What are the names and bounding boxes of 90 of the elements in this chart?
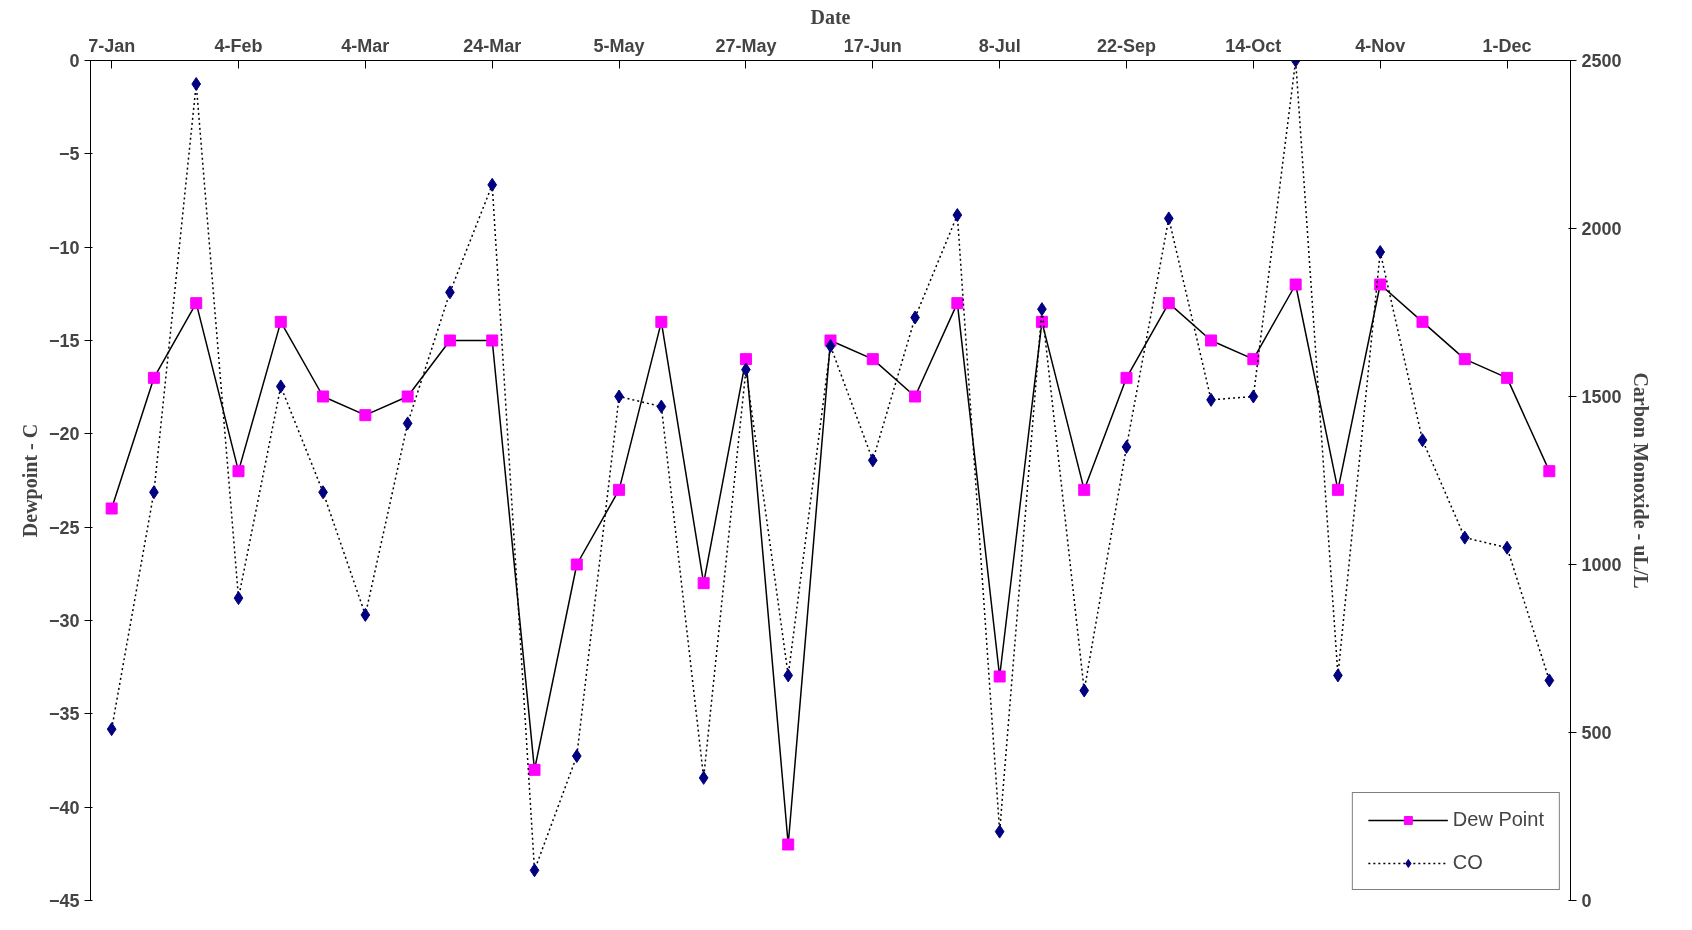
point	[232, 465, 245, 478]
point	[1416, 315, 1429, 328]
point	[1544, 673, 1555, 688]
legend-label: Dew Point	[1452, 808, 1544, 831]
point	[867, 453, 878, 468]
legend-label: CO	[1452, 851, 1483, 874]
point	[570, 558, 583, 571]
point	[401, 390, 414, 403]
point	[739, 353, 752, 366]
x-tick-label: 4-Feb	[214, 35, 263, 56]
point	[1501, 371, 1514, 384]
x-tick-label: 17-Jun	[843, 35, 902, 56]
point	[274, 315, 287, 328]
point	[1417, 433, 1428, 448]
point	[782, 838, 795, 851]
y-tick-label: −35	[48, 704, 80, 725]
point	[613, 483, 626, 496]
point	[783, 668, 794, 683]
y-tick-label: −40	[48, 797, 80, 818]
point	[359, 409, 372, 422]
point	[656, 399, 667, 414]
x-tick-label: 8-Jul	[978, 35, 1021, 56]
y2-tick-label: 1500	[1581, 387, 1622, 407]
point	[317, 390, 330, 403]
point	[486, 334, 499, 347]
y2-tick-label: 0	[1581, 891, 1592, 911]
point	[528, 763, 541, 776]
y-tick-label: 0	[69, 51, 80, 71]
point	[1163, 211, 1174, 226]
y2-axis-title: Carbon Monoxide - uL/L	[1629, 372, 1652, 589]
point	[106, 722, 117, 737]
point	[1543, 465, 1556, 478]
point	[1078, 483, 1091, 496]
point	[147, 371, 160, 384]
point	[909, 390, 922, 403]
point	[698, 770, 709, 785]
point	[1120, 371, 1133, 384]
x-tick-label: 4-Nov	[1355, 35, 1406, 56]
point	[951, 297, 964, 310]
y-tick-label: −45	[48, 891, 80, 911]
x-tick-label: 7-Jan	[88, 35, 136, 56]
point	[571, 749, 582, 764]
point	[1331, 483, 1344, 496]
point	[233, 591, 244, 606]
y2-tick-label: 1000	[1581, 555, 1622, 575]
point	[1162, 297, 1175, 310]
point	[1289, 278, 1302, 291]
y-tick-label: −25	[48, 517, 80, 538]
x-axis-title: Date	[810, 5, 851, 28]
x-tick-label: 24-Mar	[463, 35, 522, 56]
point	[1248, 389, 1259, 404]
point	[275, 379, 286, 394]
y2-tick-label: 2000	[1581, 219, 1622, 239]
point	[1205, 334, 1218, 347]
y2-tick-label: 2500	[1581, 51, 1622, 71]
y2-tick-label: 500	[1581, 723, 1612, 743]
y-tick-label: −10	[48, 237, 80, 258]
point	[993, 670, 1006, 683]
x-tick-label: 5-May	[593, 35, 645, 56]
point	[191, 77, 202, 92]
point	[190, 297, 203, 310]
x-tick-label: 22-Sep	[1096, 35, 1157, 56]
point	[1247, 353, 1260, 366]
point	[1121, 439, 1132, 454]
point	[952, 208, 963, 223]
x-tick-label: 4-Mar	[341, 35, 390, 56]
y-tick-label: −5	[58, 144, 80, 165]
x-tick-label: 27-May	[715, 35, 777, 56]
x-tick-label: 14-Oct	[1225, 35, 1282, 56]
point	[655, 315, 668, 328]
point	[1374, 278, 1387, 291]
x-tick-label: 1-Dec	[1482, 35, 1532, 56]
y-tick-label: −30	[48, 611, 80, 631]
point	[402, 416, 413, 431]
point	[360, 607, 371, 622]
point	[1459, 530, 1470, 545]
point	[697, 577, 710, 590]
y-tick-label: −15	[48, 331, 80, 351]
point	[825, 339, 836, 354]
point	[443, 334, 456, 347]
point	[866, 353, 879, 366]
point	[105, 502, 118, 515]
point	[487, 177, 498, 192]
point	[1375, 245, 1386, 260]
point	[1079, 683, 1090, 698]
point	[529, 863, 540, 878]
y-tick-label: −20	[48, 424, 80, 445]
point	[1458, 353, 1471, 366]
point	[994, 824, 1005, 839]
y-axis-title: Dewpoint - C	[18, 423, 42, 538]
